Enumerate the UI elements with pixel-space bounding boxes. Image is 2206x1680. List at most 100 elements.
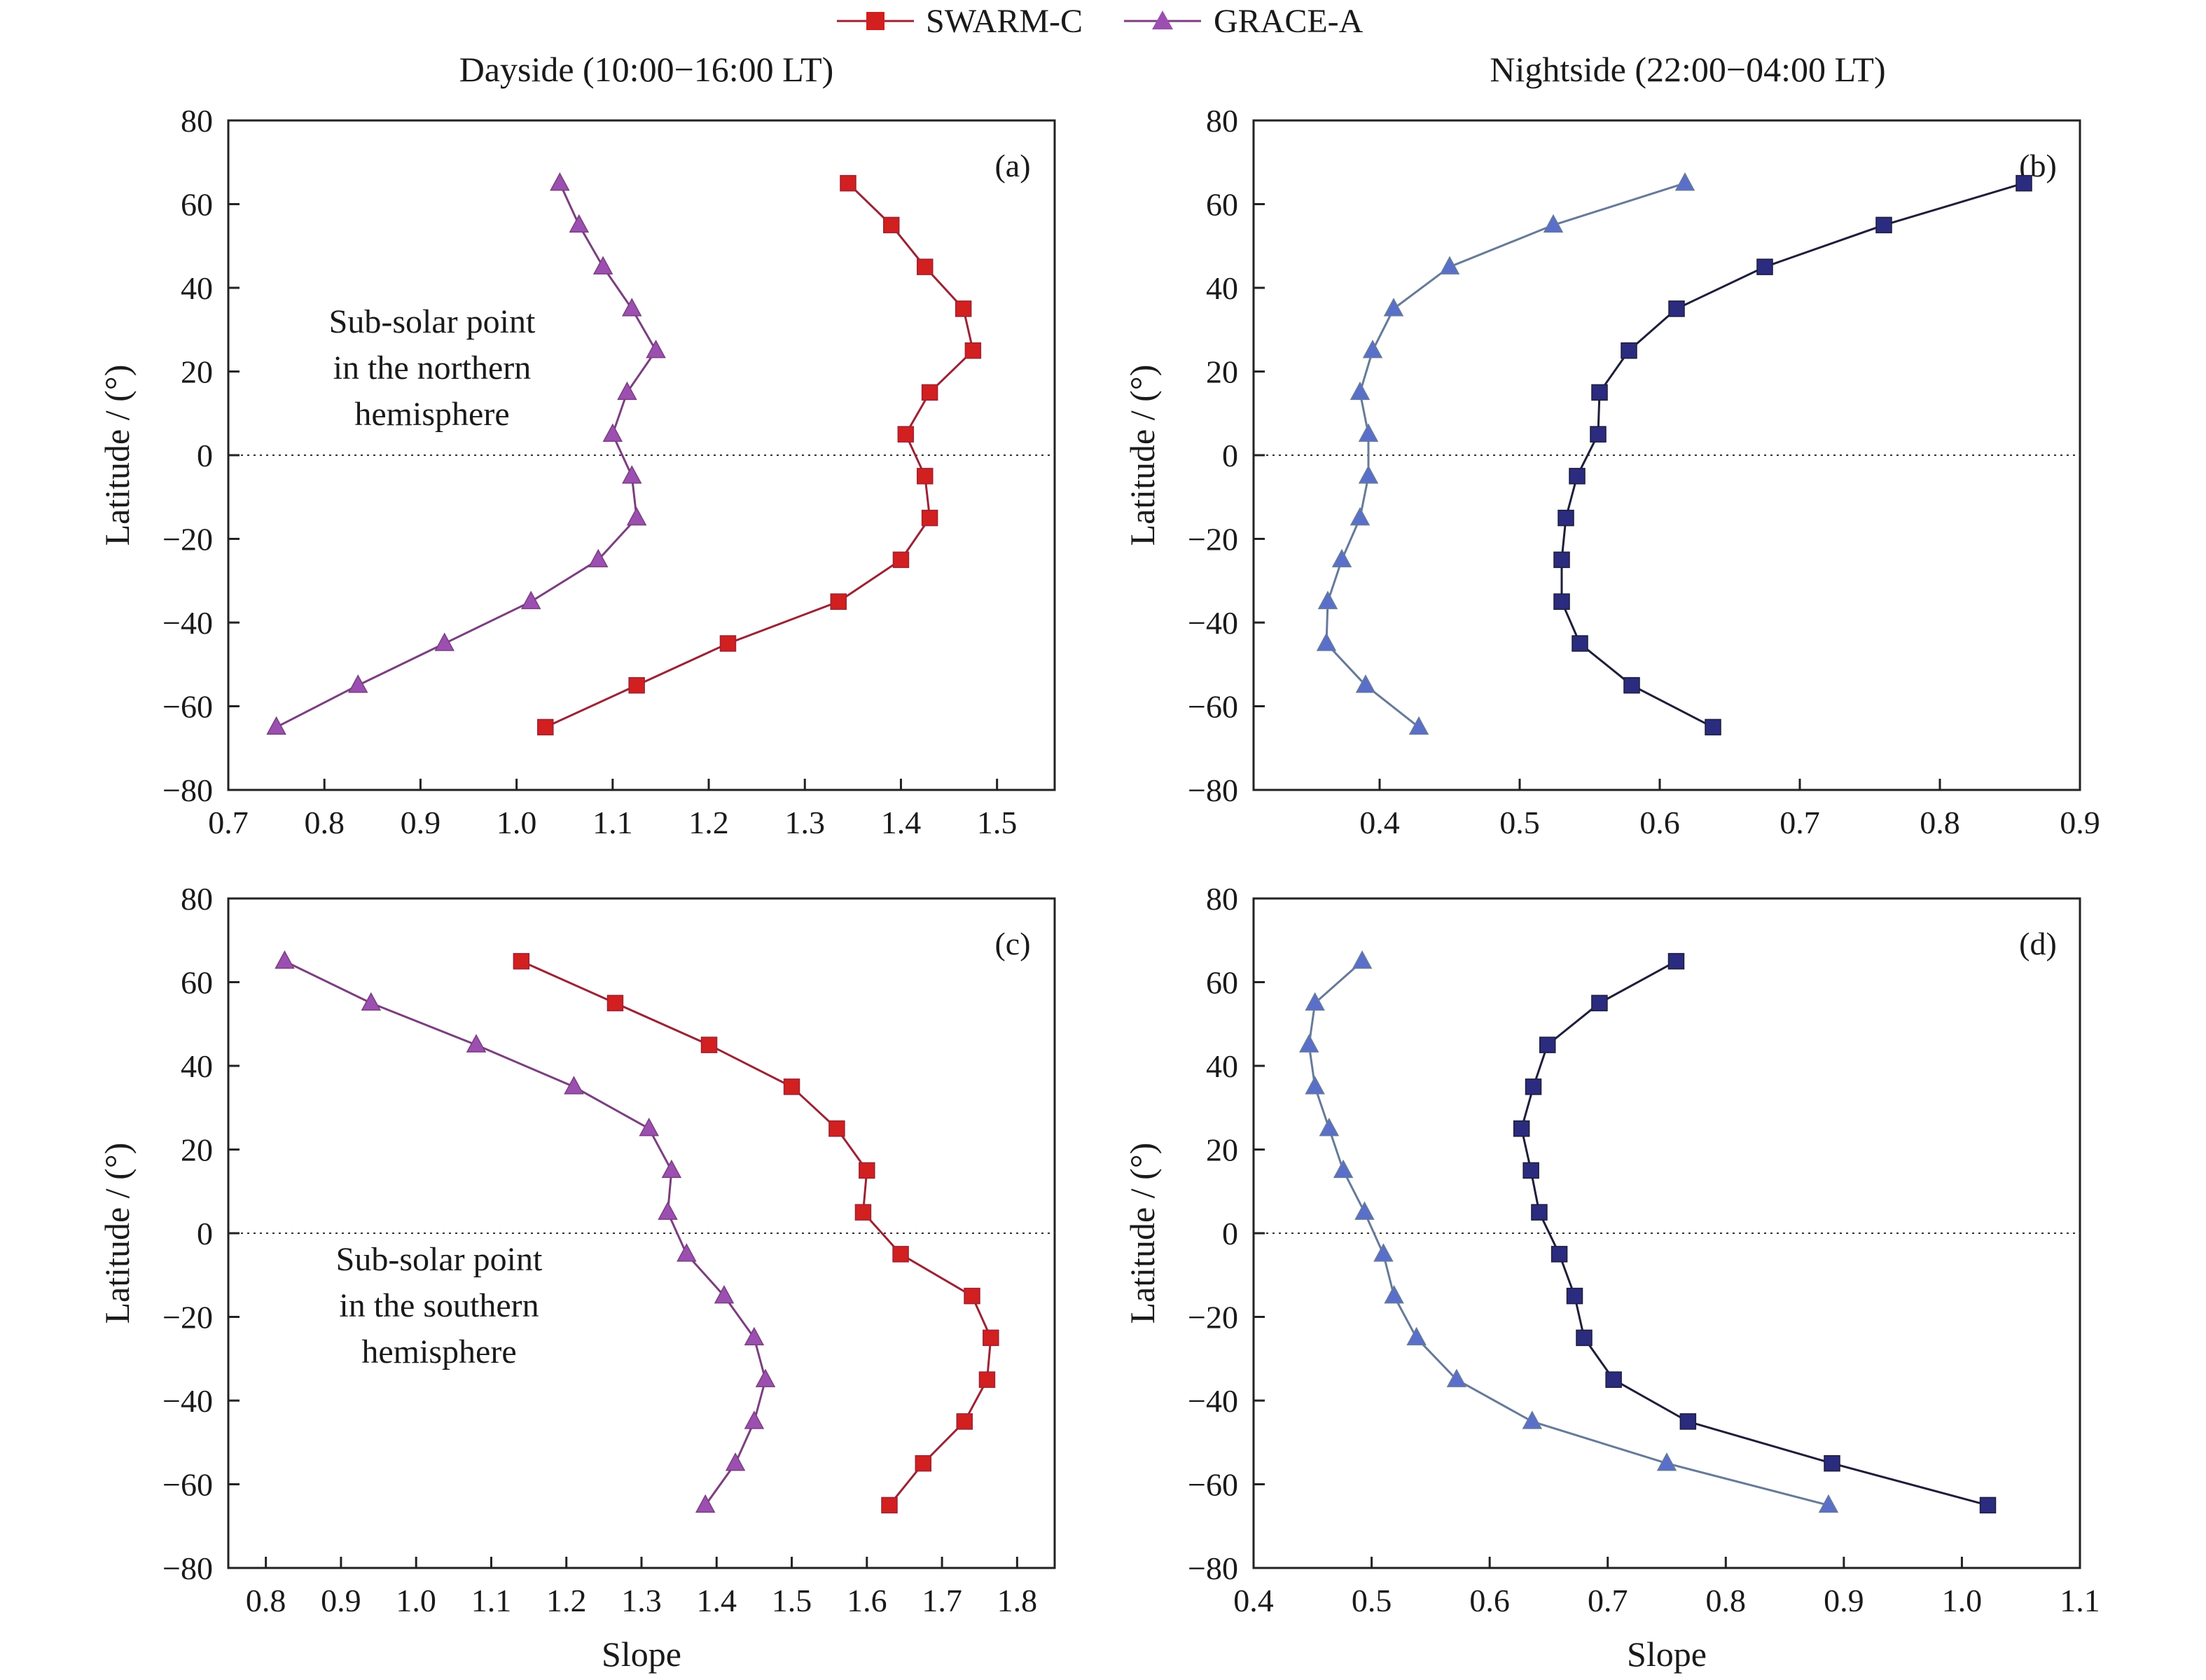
y-tick-label: 0 bbox=[1222, 1216, 1238, 1251]
series-line-swarm-c bbox=[1520, 960, 1988, 1506]
data-point-grace-a bbox=[1316, 632, 1337, 651]
x-tick-label: 1.0 bbox=[396, 1583, 436, 1618]
panel-label: (c) bbox=[994, 926, 1030, 962]
data-point-swarm-c bbox=[1551, 1246, 1568, 1263]
y-tick-label: −40 bbox=[1188, 1383, 1238, 1419]
data-point-swarm-c bbox=[1591, 384, 1608, 401]
data-point-grace-a bbox=[434, 632, 455, 651]
data-point-swarm-c bbox=[537, 718, 554, 736]
panel-a: −80 −60 −40 −20 0 20 40 60 80 0.7 0.8 0.9 1.0 1.1 1.2 1… bbox=[97, 103, 1056, 840]
y-tick-label: 80 bbox=[181, 103, 213, 139]
y-tick-label: 0 bbox=[197, 438, 213, 473]
y-tick-label: −20 bbox=[1188, 522, 1238, 557]
data-point-grace-a bbox=[466, 1034, 487, 1053]
data-point-swarm-c bbox=[719, 635, 737, 652]
data-point-swarm-c bbox=[1679, 1413, 1697, 1430]
x-tick-label: 1.4 bbox=[697, 1583, 737, 1618]
data-point-swarm-c bbox=[1553, 551, 1570, 569]
data-point-grace-a bbox=[1350, 381, 1371, 401]
data-point-swarm-c bbox=[1531, 1204, 1548, 1221]
x-tick-label: 0.9 bbox=[2060, 805, 2100, 840]
data-point-swarm-c bbox=[897, 426, 915, 443]
data-point-swarm-c bbox=[1572, 635, 1588, 652]
annotation-line: hemisphere bbox=[354, 396, 509, 433]
y-tick-label: 40 bbox=[1206, 1048, 1238, 1084]
data-point-grace-a bbox=[677, 1243, 697, 1262]
data-point-swarm-c bbox=[921, 509, 938, 527]
data-point-grace-a bbox=[602, 423, 623, 442]
x-tick-label: 1.0 bbox=[1942, 1583, 1983, 1618]
y-tick-label: −20 bbox=[162, 1300, 213, 1335]
data-point-grace-a bbox=[646, 340, 666, 359]
data-point-swarm-c bbox=[964, 1287, 980, 1305]
data-point-swarm-c bbox=[1558, 509, 1574, 527]
x-tick-label: 1.4 bbox=[881, 805, 922, 840]
data-point-grace-a bbox=[755, 1368, 776, 1387]
y-tick-label: −60 bbox=[1188, 689, 1238, 725]
x-tick-label: 0.9 bbox=[1824, 1583, 1864, 1618]
data-point-grace-a bbox=[1543, 214, 1564, 233]
x-axis-label: Slope bbox=[1627, 1634, 1707, 1674]
data-point-grace-a bbox=[1350, 507, 1371, 526]
x-tick-label: 1.3 bbox=[785, 805, 826, 840]
data-point-swarm-c bbox=[915, 1455, 932, 1472]
x-tick-label: 1.8 bbox=[997, 1583, 1038, 1618]
y-tick-label: 80 bbox=[1206, 881, 1238, 917]
data-point-swarm-c bbox=[917, 468, 934, 485]
data-point-swarm-c bbox=[513, 952, 530, 970]
x-tick-label: 1.1 bbox=[2060, 1583, 2100, 1618]
y-tick-label: 60 bbox=[1206, 187, 1238, 223]
data-point-grace-a bbox=[617, 381, 637, 401]
data-point-swarm-c bbox=[628, 676, 645, 694]
x-tick-label: 1.1 bbox=[471, 1583, 512, 1618]
data-point-swarm-c bbox=[1979, 1497, 1997, 1514]
panel-d: −80 −60 −40 −20 0 20 40 60 80 0.4 0.5 0.6 0.7 0.8 0.9 1… bbox=[1123, 881, 2100, 1674]
data-point-grace-a bbox=[1305, 1076, 1325, 1095]
data-point-grace-a bbox=[622, 465, 642, 484]
data-point-swarm-c bbox=[859, 1162, 875, 1179]
x-tick-label: 1.2 bbox=[546, 1583, 587, 1618]
data-point-grace-a bbox=[661, 1159, 682, 1179]
y-tick-label: 60 bbox=[1206, 965, 1238, 1001]
data-point-swarm-c bbox=[892, 551, 910, 569]
y-tick-label: −60 bbox=[1188, 1467, 1238, 1503]
x-tick-label: 0.6 bbox=[1469, 1583, 1510, 1618]
x-tick-label: 0.5 bbox=[1499, 805, 1540, 840]
x-tick-label: 0.6 bbox=[1639, 805, 1680, 840]
data-point-swarm-c bbox=[917, 258, 934, 275]
data-point-grace-a bbox=[1383, 298, 1404, 317]
data-point-grace-a bbox=[1305, 992, 1325, 1011]
x-tick-label: 0.9 bbox=[321, 1583, 361, 1618]
y-tick-label: 20 bbox=[181, 1132, 213, 1168]
data-point-grace-a bbox=[1446, 1368, 1467, 1387]
data-point-grace-a bbox=[1656, 1452, 1677, 1471]
panel-label: (a) bbox=[994, 148, 1030, 183]
y-tick-label: 0 bbox=[1222, 438, 1238, 473]
x-tick-label: 1.2 bbox=[688, 805, 729, 840]
data-point-swarm-c bbox=[783, 1078, 800, 1095]
y-tick-label: 60 bbox=[181, 965, 213, 1001]
data-point-grace-a bbox=[347, 674, 368, 693]
data-point-swarm-c bbox=[983, 1329, 999, 1347]
y-tick-label: −80 bbox=[1188, 772, 1238, 808]
data-point-swarm-c bbox=[956, 1413, 973, 1430]
data-point-swarm-c bbox=[1668, 300, 1685, 317]
data-point-grace-a bbox=[592, 256, 613, 275]
data-point-grace-a bbox=[1406, 1326, 1427, 1346]
data-point-grace-a bbox=[725, 1452, 746, 1471]
annotation-line: Sub-solar point bbox=[329, 303, 536, 340]
x-tick-label: 0.8 bbox=[1706, 1583, 1747, 1618]
data-point-grace-a bbox=[1362, 340, 1383, 359]
y-tick-label: −40 bbox=[162, 605, 213, 641]
x-tick-label: 0.7 bbox=[1588, 1583, 1628, 1618]
x-tick-label: 0.8 bbox=[1920, 805, 1960, 840]
annotation-line: hemisphere bbox=[361, 1333, 516, 1370]
data-point-swarm-c bbox=[978, 1371, 996, 1388]
data-point-swarm-c bbox=[1621, 342, 1637, 359]
data-point-grace-a bbox=[1439, 256, 1460, 275]
data-point-grace-a bbox=[1354, 1201, 1375, 1220]
x-tick-label: 1.3 bbox=[621, 1583, 662, 1618]
x-tick-label: 1.1 bbox=[592, 805, 633, 840]
y-tick-label: 80 bbox=[181, 881, 213, 917]
y-tick-label: −40 bbox=[1188, 605, 1238, 641]
